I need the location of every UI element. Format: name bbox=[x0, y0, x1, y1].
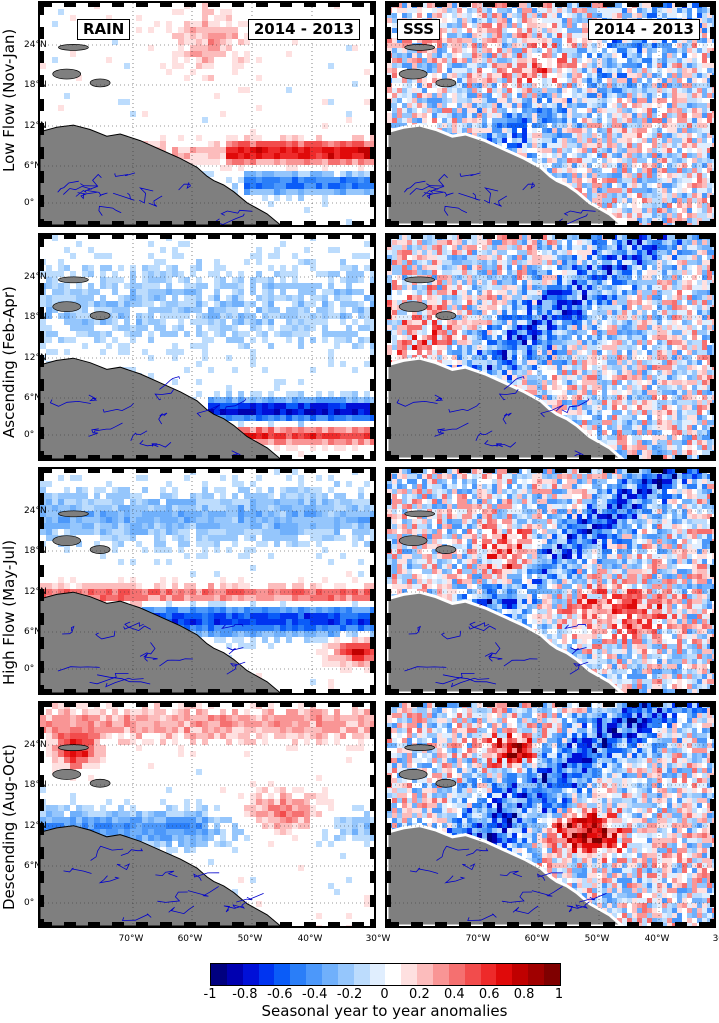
lat-tick-label: 18°N bbox=[24, 546, 47, 556]
lat-tick-label: 0° bbox=[24, 898, 34, 908]
lat-tick-label: 12°N bbox=[24, 587, 47, 597]
colorbar-swatch bbox=[243, 964, 259, 985]
rain-map-panel-row1: RAIN 2014 - 2013 bbox=[38, 1, 376, 227]
colorbar bbox=[210, 963, 561, 986]
sss-map-panel-row3 bbox=[385, 467, 716, 695]
lat-tick-label: 0° bbox=[24, 664, 34, 674]
lon-tick-label: 70°W bbox=[458, 934, 498, 944]
colorbar-swatch bbox=[370, 964, 386, 985]
colorbar-swatch bbox=[465, 964, 481, 985]
colorbar-swatch bbox=[385, 964, 401, 985]
lat-tick-label: 24°N bbox=[24, 506, 47, 516]
colorbar-swatch bbox=[528, 964, 544, 985]
colorbar-swatch bbox=[274, 964, 290, 985]
colorbar-swatch bbox=[354, 964, 370, 985]
lat-tick-label: 6°N bbox=[24, 161, 41, 171]
rain-map-panel-row3 bbox=[38, 467, 376, 695]
row-label-high-flow: High Flow (May-Jul) bbox=[0, 540, 18, 685]
colorbar-swatch bbox=[227, 964, 243, 985]
colorbar-swatch bbox=[322, 964, 338, 985]
colorbar-swatch bbox=[481, 964, 497, 985]
lon-tick-label: 40°W bbox=[637, 934, 677, 944]
row-label-low-flow: Low Flow (Nov-Jan) bbox=[0, 29, 18, 172]
period-label: 2014 - 2013 bbox=[588, 19, 700, 40]
lat-tick-label: 12°N bbox=[24, 821, 47, 831]
colorbar-tick-label: 1 bbox=[539, 987, 579, 1002]
sss-map-panel-row4 bbox=[385, 701, 716, 928]
rain-label: RAIN bbox=[77, 19, 130, 40]
colorbar-swatch bbox=[449, 964, 465, 985]
row-label-descending: Descending (Aug-Oct) bbox=[0, 744, 18, 910]
lat-tick-label: 0° bbox=[24, 430, 34, 440]
colorbar-swatch bbox=[259, 964, 275, 985]
lon-tick-label: 30°W bbox=[358, 934, 398, 944]
lat-tick-label: 24°N bbox=[24, 272, 47, 282]
sss-label: SSS bbox=[397, 19, 440, 40]
colorbar-title: Seasonal year to year anomalies bbox=[210, 1002, 559, 1020]
rain-map-panel-row2 bbox=[38, 233, 376, 461]
lat-tick-label: 0° bbox=[24, 198, 34, 208]
colorbar-swatch bbox=[290, 964, 306, 985]
lon-tick-label: 30°W bbox=[705, 934, 719, 944]
lat-tick-label: 18°N bbox=[24, 80, 47, 90]
lat-tick-label: 24°N bbox=[24, 740, 47, 750]
rain-map-panel-row4 bbox=[38, 701, 376, 928]
sss-map-panel-row2 bbox=[385, 233, 716, 461]
lat-tick-label: 6°N bbox=[24, 861, 41, 871]
colorbar-swatch bbox=[338, 964, 354, 985]
colorbar-swatch bbox=[512, 964, 528, 985]
lat-tick-label: 18°N bbox=[24, 312, 47, 322]
colorbar-swatch bbox=[417, 964, 433, 985]
lon-tick-label: 40°W bbox=[290, 934, 330, 944]
row-label-ascending: Ascending (Feb-Apr) bbox=[0, 286, 18, 438]
colorbar-swatch bbox=[211, 964, 227, 985]
colorbar-swatch bbox=[401, 964, 417, 985]
period-label: 2014 - 2013 bbox=[248, 19, 360, 40]
colorbar-swatch bbox=[496, 964, 512, 985]
lat-tick-label: 12°N bbox=[24, 121, 47, 131]
lon-tick-label: 60°W bbox=[170, 934, 210, 944]
colorbar-swatch bbox=[433, 964, 449, 985]
lat-tick-label: 24°N bbox=[24, 40, 47, 50]
lon-tick-label: 70°W bbox=[111, 934, 151, 944]
sss-map-panel-row1: SSS 2014 - 2013 bbox=[385, 1, 716, 227]
lon-tick-label: 50°W bbox=[230, 934, 270, 944]
lon-tick-label: 60°W bbox=[517, 934, 557, 944]
lat-tick-label: 6°N bbox=[24, 627, 41, 637]
lat-tick-label: 12°N bbox=[24, 353, 47, 363]
lat-tick-label: 6°N bbox=[24, 393, 41, 403]
colorbar-swatch bbox=[306, 964, 322, 985]
lon-tick-label: 50°W bbox=[577, 934, 617, 944]
lat-tick-label: 18°N bbox=[24, 780, 47, 790]
colorbar-swatch bbox=[544, 964, 560, 985]
